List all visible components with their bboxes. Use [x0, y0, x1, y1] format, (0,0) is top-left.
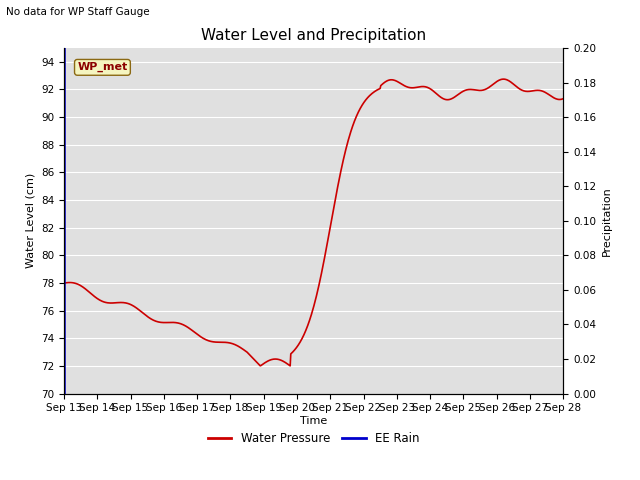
Text: No data for WP Staff Gauge: No data for WP Staff Gauge	[6, 7, 150, 17]
Legend: Water Pressure, EE Rain: Water Pressure, EE Rain	[203, 428, 424, 450]
Y-axis label: Precipitation: Precipitation	[602, 186, 612, 256]
X-axis label: Time: Time	[300, 416, 327, 426]
Y-axis label: Water Level (cm): Water Level (cm)	[26, 173, 35, 268]
Text: WP_met: WP_met	[77, 62, 127, 72]
Title: Water Level and Precipitation: Water Level and Precipitation	[201, 28, 426, 43]
